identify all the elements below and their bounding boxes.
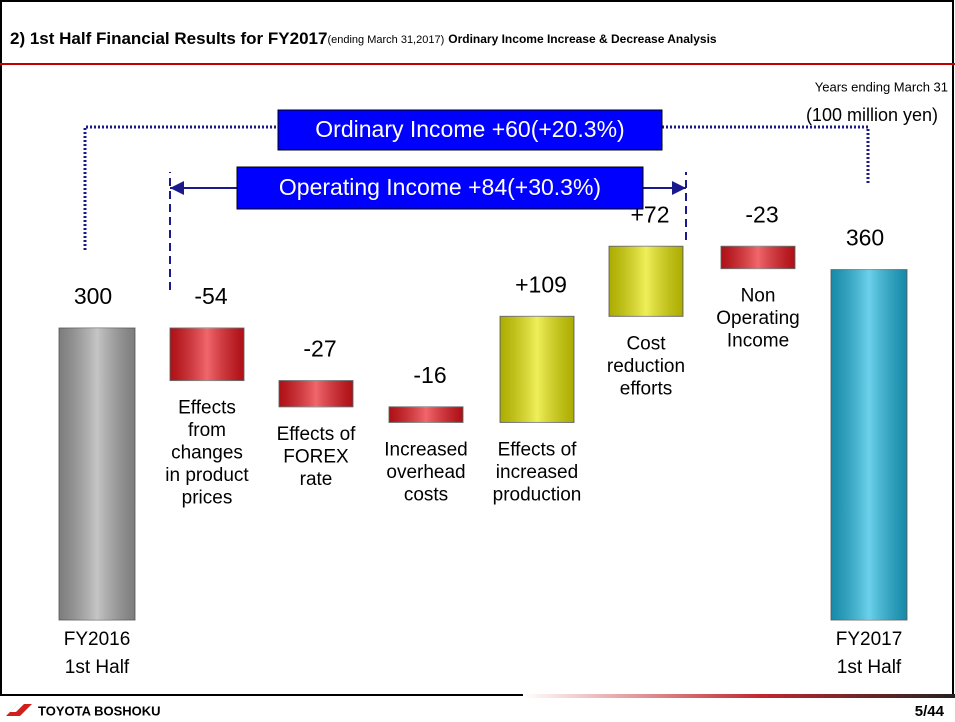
category-label: Effects — [178, 398, 236, 419]
category-label: Non — [741, 286, 776, 307]
category-label: costs — [404, 484, 448, 505]
category-label: production — [493, 484, 582, 505]
annotation: Operating Income +84(+30.3%) — [279, 174, 601, 200]
footer-rule — [523, 694, 955, 698]
bar-shade — [389, 406, 463, 423]
category-label: Operating — [716, 308, 799, 329]
company: TOYOTA BOSHOKU — [38, 703, 161, 718]
category-label: rate — [300, 469, 333, 490]
category-label: changes — [171, 443, 243, 464]
category-label: FOREX — [283, 446, 349, 467]
category-label: from — [188, 420, 226, 441]
unit-note: Years ending March 31 — [815, 79, 948, 94]
value-label: -27 — [303, 336, 336, 362]
category-label: reduction — [607, 356, 685, 377]
annotation-box — [236, 166, 644, 210]
category-label: Cost — [626, 333, 666, 354]
category-label: Effects of — [277, 424, 357, 445]
unit: (100 million yen) — [806, 105, 938, 125]
value-label: 360 — [846, 225, 884, 251]
frame — [0, 0, 954, 696]
category-label: prices — [182, 488, 233, 509]
ordinary-bracket — [83, 125, 870, 250]
annotation: Ordinary Income +60(+20.3%) — [315, 116, 624, 142]
header-title: 2) 1st Half Financial Results for FY2017… — [10, 29, 717, 48]
bar-shade — [500, 316, 574, 423]
bar-shade — [279, 380, 353, 407]
category-label: FY2017 — [836, 629, 903, 650]
category-label: Increased — [384, 439, 467, 460]
bar-shade — [721, 246, 795, 269]
logo — [6, 704, 32, 716]
value-label: 300 — [74, 283, 112, 309]
value-label: +109 — [515, 271, 567, 297]
category-label: in product — [165, 465, 249, 486]
operating-bracket — [169, 172, 687, 290]
category-label: 1st Half — [65, 657, 130, 678]
category-label: efforts — [620, 378, 672, 399]
category-label: Effects of — [498, 439, 578, 460]
category-label: Income — [727, 331, 789, 352]
bar-shade — [831, 269, 907, 620]
category-label: 1st Half — [837, 657, 902, 678]
value-label: -23 — [745, 201, 778, 227]
category-label: overhead — [386, 462, 465, 483]
value-label: -16 — [413, 362, 446, 388]
value-label: -54 — [194, 283, 227, 309]
value-label: +72 — [630, 201, 669, 227]
bar-shade — [59, 328, 135, 620]
page-number: 5/44 — [915, 703, 945, 720]
category-label: increased — [496, 462, 578, 483]
bar-shade — [170, 328, 244, 381]
bar-shade — [609, 246, 683, 317]
annotation-box — [277, 109, 663, 151]
category-label: FY2016 — [64, 629, 131, 650]
